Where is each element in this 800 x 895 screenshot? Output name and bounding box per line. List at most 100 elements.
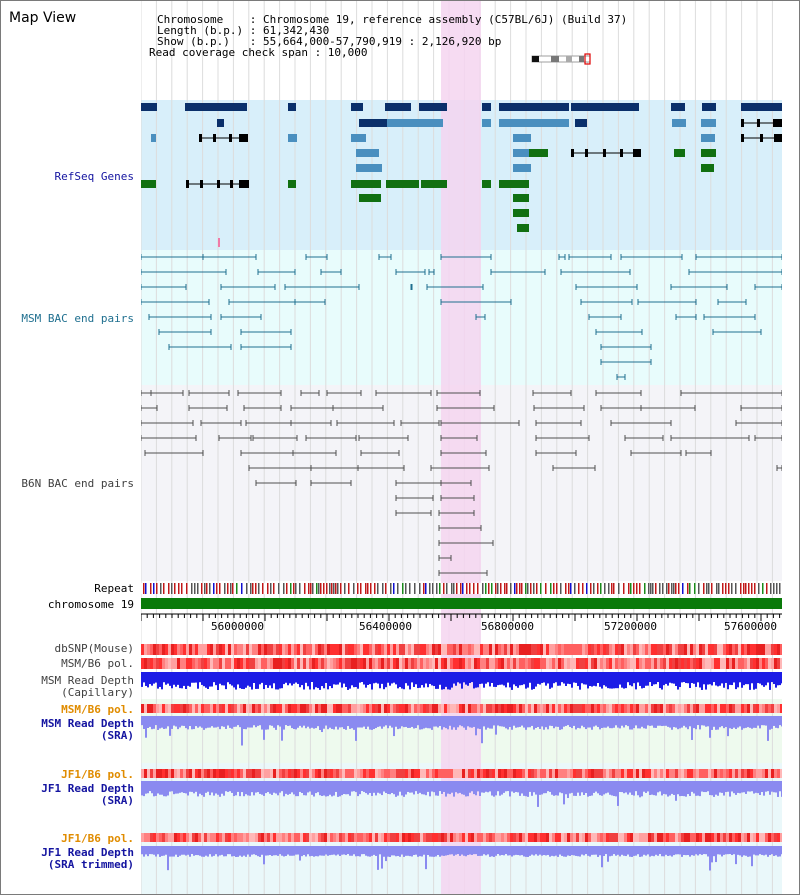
read-depth-bar: [489, 672, 491, 687]
polymorphism-cell: [327, 833, 330, 842]
polymorphism-cell: [180, 658, 183, 669]
read-depth-bar: [361, 781, 363, 792]
polymorphism-cell: [339, 644, 342, 655]
read-depth-bar: [299, 846, 301, 861]
polymorphism-cell: [705, 644, 708, 655]
read-depth-bar: [299, 781, 301, 792]
read-depth-bar: [141, 672, 143, 687]
track-label-msm-b6-pol-2[interactable]: MSM/B6 pol.: [61, 703, 134, 716]
read-depth-bar: [723, 781, 725, 796]
track-label-jf1-b6-pol-1[interactable]: JF1/B6 pol.: [61, 768, 134, 781]
track-label-refseq[interactable]: RefSeq Genes: [54, 170, 134, 183]
repeat-element: [666, 583, 668, 594]
read-depth-bar: [473, 781, 475, 795]
polymorphism-cell: [186, 644, 189, 655]
polymorphism-cell: [168, 658, 171, 669]
polymorphism-cell: [441, 833, 444, 842]
polymorphism-cell: [147, 644, 150, 655]
polymorphism-cell: [618, 644, 621, 655]
polymorphism-cell: [213, 833, 216, 842]
read-depth-bar: [431, 716, 433, 730]
axis-tick-label: 56400000: [359, 620, 412, 633]
read-depth-bar: [265, 846, 267, 856]
track-label-msm-bac[interactable]: MSM BAC end pairs: [21, 312, 134, 325]
polymorphism-cell: [672, 704, 675, 713]
repeat-element: [556, 583, 558, 594]
read-depth-bar: [677, 846, 679, 855]
read-depth-bar: [495, 846, 497, 856]
repeat-element: [745, 583, 747, 594]
polymorphism-cell: [765, 769, 768, 778]
track-label-repeat[interactable]: Repeat: [94, 582, 134, 595]
polymorphism-cell: [444, 769, 447, 778]
read-depth-bar: [201, 781, 203, 796]
track-label-msm-depth-sra[interactable]: MSM Read Depth: [41, 717, 134, 730]
read-depth-bar: [291, 716, 293, 729]
polymorphism-cell: [711, 833, 714, 842]
read-depth-bar: [517, 672, 519, 688]
polymorphism-cell: [669, 644, 672, 655]
read-depth-bar: [675, 846, 677, 855]
read-depth-bar: [625, 846, 627, 857]
read-depth-bar: [627, 672, 629, 683]
read-depth-bar: [683, 716, 685, 726]
repeat-element: [201, 583, 203, 594]
read-depth-bar: [725, 846, 727, 855]
gene-block: [701, 149, 716, 157]
polymorphism-cell: [537, 769, 540, 778]
polymorphism-cell: [327, 644, 330, 655]
track-label-jf1-depth-sra[interactable]: JF1 Read Depth: [41, 782, 134, 795]
read-depth-bar: [751, 846, 753, 867]
polymorphism-cell: [294, 769, 297, 778]
track-label-jf1-b6-pol-2[interactable]: JF1/B6 pol.: [61, 832, 134, 845]
repeat-element: [197, 583, 199, 594]
genome-tracks-svg[interactable]: [141, 1, 782, 894]
track-label-jf1-depth-trim[interactable]: JF1 Read Depth: [41, 846, 134, 859]
polymorphism-cell: [606, 658, 609, 669]
read-depth-bar: [321, 716, 323, 733]
read-depth-bar: [351, 846, 353, 856]
read-depth-bar: [503, 672, 505, 686]
genome-plot-area[interactable]: [141, 1, 782, 894]
read-depth-bar: [491, 781, 493, 796]
polymorphism-cell: [573, 704, 576, 713]
repeat-element: [295, 583, 297, 594]
polymorphism-cell: [204, 644, 207, 655]
repeat-element: [414, 583, 416, 594]
read-depth-bar: [773, 781, 775, 793]
polymorphism-cell: [144, 644, 147, 655]
read-depth-bar: [439, 781, 441, 792]
read-depth-bar: [681, 672, 683, 683]
read-depth-bar: [661, 846, 663, 857]
track-label-msm-b6-pol-1[interactable]: MSM/B6 pol.: [61, 657, 134, 670]
read-depth-bar: [481, 781, 483, 793]
read-depth-bar: [751, 781, 753, 792]
gene-exon: [774, 134, 782, 142]
read-depth-bar: [261, 846, 263, 855]
chromosome-ideogram[interactable]: [531, 53, 593, 65]
track-label-b6n-bac[interactable]: B6N BAC end pairs: [21, 477, 134, 490]
polymorphism-cell: [624, 833, 627, 842]
read-depth-bar: [305, 781, 307, 796]
read-depth-bar: [259, 846, 261, 857]
polymorphism-cell: [156, 658, 159, 669]
polymorphism-cell: [219, 833, 222, 842]
read-depth-bar: [261, 781, 263, 795]
polymorphism-cell: [177, 769, 180, 778]
track-label-msm-depth-cap[interactable]: MSM Read Depth: [41, 674, 134, 687]
polymorphism-cell: [555, 644, 558, 655]
read-depth-bar: [203, 716, 205, 730]
read-depth-bar: [211, 781, 213, 793]
read-depth-bar: [497, 846, 499, 855]
repeat-element: [553, 583, 555, 594]
read-depth-bar: [715, 781, 717, 795]
read-depth-bar: [617, 781, 619, 806]
polymorphism-cell: [156, 644, 159, 655]
polymorphism-cell: [159, 658, 162, 669]
polymorphism-cell: [738, 658, 741, 669]
polymorphism-cell: [741, 658, 744, 669]
read-depth-bar: [635, 781, 637, 792]
read-depth-bar: [595, 781, 597, 792]
track-label-dbsnp[interactable]: dbSNP(Mouse): [54, 642, 134, 655]
